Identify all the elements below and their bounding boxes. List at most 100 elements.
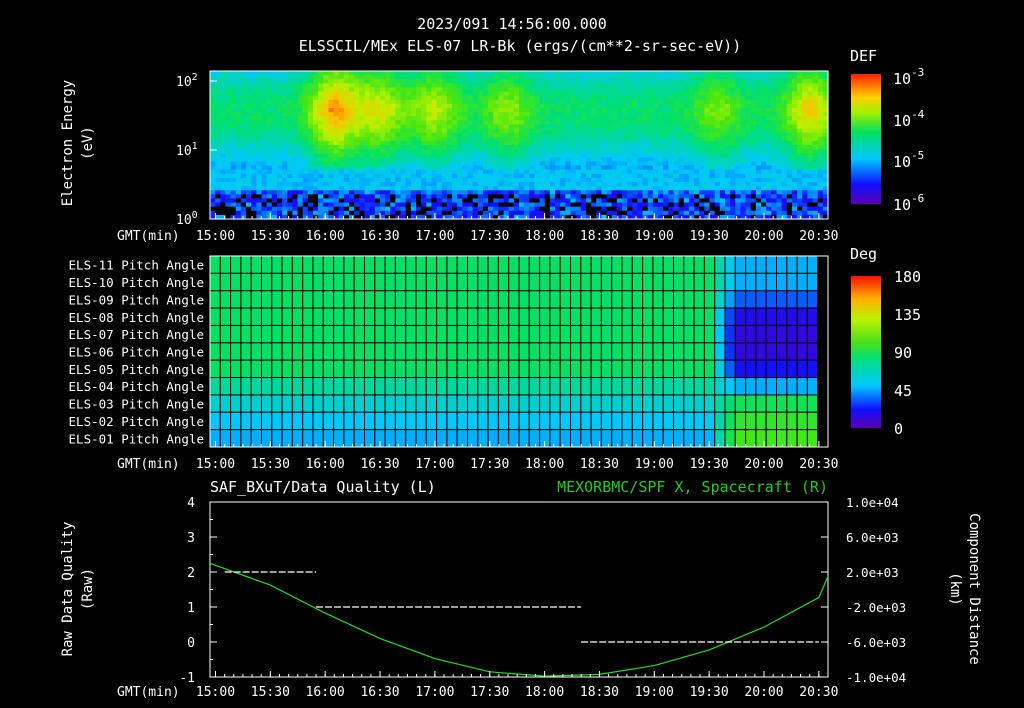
- quality-left-ticks: 4 3 2 1 0 -1: [179, 496, 217, 686]
- time-tick-label: 15:30: [251, 685, 290, 700]
- time-tick-label: 20:30: [799, 229, 838, 244]
- def-colorbar-tick-label: 10-6: [893, 192, 924, 214]
- pitch-angle-row-label: ELS-03 Pitch Angle: [69, 397, 204, 412]
- distance-y-tick-label: -6.0e+03: [846, 635, 906, 650]
- deg-colorbar: [851, 276, 881, 428]
- title-dataset: ELSSCIL/MEx ELS-07 LR-Bk (ergs/(cm**2-sr…: [299, 37, 742, 55]
- time-tick-label: 15:00: [196, 229, 235, 244]
- distance-ylabel-line1: Component Distance: [966, 513, 982, 665]
- time-tick-label: 17:30: [470, 457, 509, 472]
- quality-panel-title-right: MEXORBMC/SPF X, Spacecraft (R): [557, 478, 828, 496]
- quality-y-tick-label: 2: [187, 566, 195, 581]
- distance-y-tick-label: 1.0e+04: [846, 495, 899, 510]
- pitch-angle-row-label: ELS-01 Pitch Angle: [69, 431, 204, 446]
- title-timestamp: 2023/091 14:56:00.000: [417, 15, 607, 33]
- quality-y-tick-label: 1: [187, 601, 195, 616]
- distance-line: [209, 562, 829, 677]
- def-colorbar-ticks: 10-3 10-4 10-5 10-6: [893, 66, 925, 214]
- energy-ylabel-line1: Electron Energy: [60, 80, 76, 206]
- energy-ylabel-line2: (eV): [80, 126, 96, 160]
- time-tick-label: 18:00: [525, 685, 564, 700]
- time-tick-label: 18:30: [580, 229, 619, 244]
- quality-y-tick-label: 3: [187, 531, 195, 546]
- time-tick-label: 20:00: [744, 685, 783, 700]
- time-tick-label: 17:00: [415, 685, 454, 700]
- quality-panel-title-left: SAF_BXuT/Data Quality (L): [210, 478, 436, 496]
- energy-y-ticks: 102 101 100: [176, 72, 217, 228]
- time-axis-label: GMT(min): [117, 685, 180, 700]
- time-tick-label: 16:30: [360, 457, 399, 472]
- pitch-angle-row-label: ELS-11 Pitch Angle: [69, 258, 204, 273]
- energy-y-tick-label: 101: [176, 141, 198, 159]
- energy-y-tick-label: 100: [176, 210, 198, 228]
- time-tick-label: 16:30: [360, 229, 399, 244]
- time-tick-label: 17:30: [470, 229, 509, 244]
- deg-colorbar-ticks: 180 135 90 45 0: [894, 268, 921, 438]
- time-tick-label: 17:00: [415, 457, 454, 472]
- time-tick-label: 19:00: [635, 457, 674, 472]
- deg-colorbar-tick-label: 45: [894, 382, 912, 400]
- time-axis-label: GMT(min): [117, 229, 180, 244]
- time-tick-label: 19:00: [635, 229, 674, 244]
- deg-colorbar-tick-label: 90: [894, 344, 912, 362]
- deg-colorbar-tick-label: 180: [894, 268, 921, 286]
- quality-y-tick-label: 0: [187, 636, 195, 651]
- time-tick-label: 18:00: [525, 457, 564, 472]
- distance-y-tick-label: -2.0e+03: [846, 600, 906, 615]
- time-tick-label: 19:30: [690, 685, 729, 700]
- def-colorbar-tick-label: 10-4: [893, 108, 925, 130]
- time-tick-label: 16:00: [306, 229, 345, 244]
- pitch-angle-row-label: ELS-08 Pitch Angle: [69, 310, 204, 325]
- pitch-angle-row-label: ELS-05 Pitch Angle: [69, 362, 204, 377]
- time-tick-label: 15:00: [196, 685, 235, 700]
- pitch-angle-cells: [209, 255, 828, 448]
- time-tick-label: 17:30: [470, 685, 509, 700]
- time-tick-label: 16:00: [306, 457, 345, 472]
- pitch-angle-row-label: ELS-10 Pitch Angle: [69, 275, 204, 290]
- time-tick-label: 19:00: [635, 685, 674, 700]
- deg-colorbar-title: Deg: [850, 245, 877, 263]
- quality-y-tick-label: -1: [179, 671, 195, 686]
- pitch-angle-row-label: ELS-02 Pitch Angle: [69, 414, 204, 429]
- time-tick-label: 16:00: [306, 685, 345, 700]
- time-tick-label: 20:00: [744, 457, 783, 472]
- pitch-angle-panel: ELS-11 Pitch Angle ELS-10 Pitch Angle ELS-…: [69, 245, 921, 448]
- time-tick-label: 20:30: [799, 685, 838, 700]
- time-tick-label: 19:30: [690, 229, 729, 244]
- time-tick-label: 15:00: [196, 457, 235, 472]
- pitch-angle-frame: [209, 255, 829, 448]
- distance-ylabel-line2: (km): [947, 572, 963, 606]
- distance-y-tick-label: -1.0e+04: [846, 670, 906, 685]
- quality-panel-frame: [209, 501, 829, 678]
- pitch-angle-row-labels: ELS-11 Pitch Angle ELS-10 Pitch Angle ELS-…: [69, 258, 204, 447]
- time-tick-label: 20:00: [744, 229, 783, 244]
- pitch-angle-row-label: ELS-06 Pitch Angle: [69, 345, 204, 360]
- time-axis-label: GMT(min): [117, 457, 180, 472]
- quality-series: [209, 562, 829, 677]
- def-colorbar-title: DEF: [850, 47, 877, 65]
- def-colorbar: [851, 74, 881, 204]
- time-tick-label: 15:30: [251, 229, 290, 244]
- time-tick-label: 17:00: [415, 229, 454, 244]
- time-tick-label: 19:30: [690, 457, 729, 472]
- distance-right-ticks: 1.0e+04 6.0e+03 2.0e+03 -2.0e+03 -6.0e+03 -1.…: [821, 495, 906, 685]
- quality-distance-panel: SAF_BXuT/Data Quality (L) MEXORBMC/SPF X…: [60, 478, 982, 686]
- time-axes: GMT(min) 15:00 15:30 16:00 16:30 17:00 17:30 18…: [117, 213, 838, 700]
- quality-ylabel-line1: Raw Data Quality: [60, 522, 76, 657]
- deg-colorbar-tick-label: 0: [894, 420, 903, 438]
- time-tick-label: 16:30: [360, 685, 399, 700]
- quality-ylabel-line2: (Raw): [80, 568, 96, 610]
- quality-y-tick-label: 4: [187, 496, 195, 511]
- def-colorbar-tick-label: 10-3: [893, 66, 924, 88]
- def-colorbar-tick-label: 10-5: [893, 149, 924, 171]
- pitch-angle-row-label: ELS-09 Pitch Angle: [69, 292, 204, 307]
- energy-spectrogram-panel: 102 101 100 Electron Energy (eV): [60, 47, 925, 228]
- energy-spectrogram-cells: [210, 71, 829, 220]
- time-tick-label: 20:30: [799, 457, 838, 472]
- time-tick-label: 18:30: [580, 457, 619, 472]
- distance-y-tick-label: 6.0e+03: [846, 530, 899, 545]
- pitch-angle-row-label: ELS-07 Pitch Angle: [69, 327, 204, 342]
- energy-y-tick-label: 102: [176, 72, 198, 90]
- distance-y-tick-label: 2.0e+03: [846, 565, 899, 580]
- time-tick-label: 18:00: [525, 229, 564, 244]
